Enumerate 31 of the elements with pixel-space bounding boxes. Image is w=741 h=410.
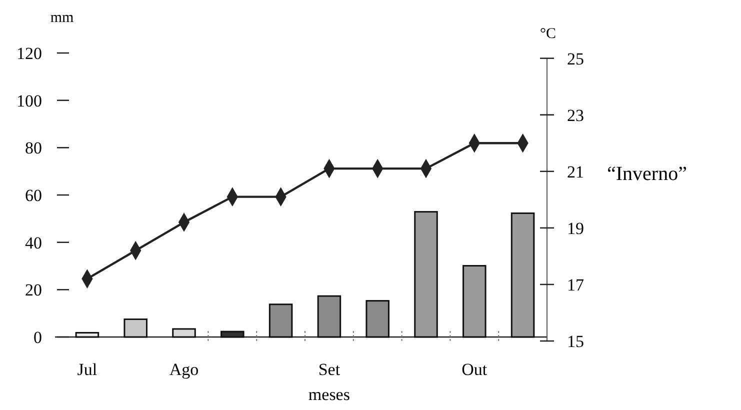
y-tick-label: 100 bbox=[16, 91, 42, 110]
x-tick-label: Ago bbox=[169, 360, 199, 379]
text: “Inverno” bbox=[607, 163, 687, 185]
x-tick-label: Set bbox=[318, 360, 340, 379]
y2-tick-label: 15 bbox=[567, 332, 584, 351]
bar bbox=[268, 304, 293, 338]
y-tick-label: 40 bbox=[25, 233, 42, 252]
x-axis-title: meses bbox=[308, 385, 350, 404]
bar bbox=[462, 265, 486, 338]
y2-tick-label: 23 bbox=[567, 106, 584, 125]
bar bbox=[414, 211, 438, 338]
y-axis-title: mm bbox=[50, 10, 74, 26]
bar bbox=[172, 328, 196, 338]
bar bbox=[510, 212, 535, 338]
y-tick-label: 20 bbox=[25, 280, 42, 300]
bar bbox=[75, 332, 100, 338]
bar bbox=[317, 295, 342, 338]
x-tick-label: Jul bbox=[77, 360, 98, 379]
y-tick-label: 120 bbox=[16, 44, 42, 63]
bar bbox=[220, 330, 244, 338]
y-tick-label: 60 bbox=[25, 186, 42, 205]
y2-tick-label: 21 bbox=[567, 162, 584, 182]
y2-tick-label: 17 bbox=[567, 275, 584, 294]
y-tick-label: 80 bbox=[25, 138, 42, 158]
y2-tick-label: 19 bbox=[567, 218, 584, 238]
y-tick-label: 0 bbox=[34, 328, 42, 347]
y2-tick-label: 25 bbox=[567, 49, 584, 68]
y2-axis-title: °C bbox=[540, 26, 556, 42]
bar bbox=[124, 318, 148, 338]
x-tick-label: Out bbox=[462, 360, 488, 379]
bar bbox=[366, 300, 390, 338]
